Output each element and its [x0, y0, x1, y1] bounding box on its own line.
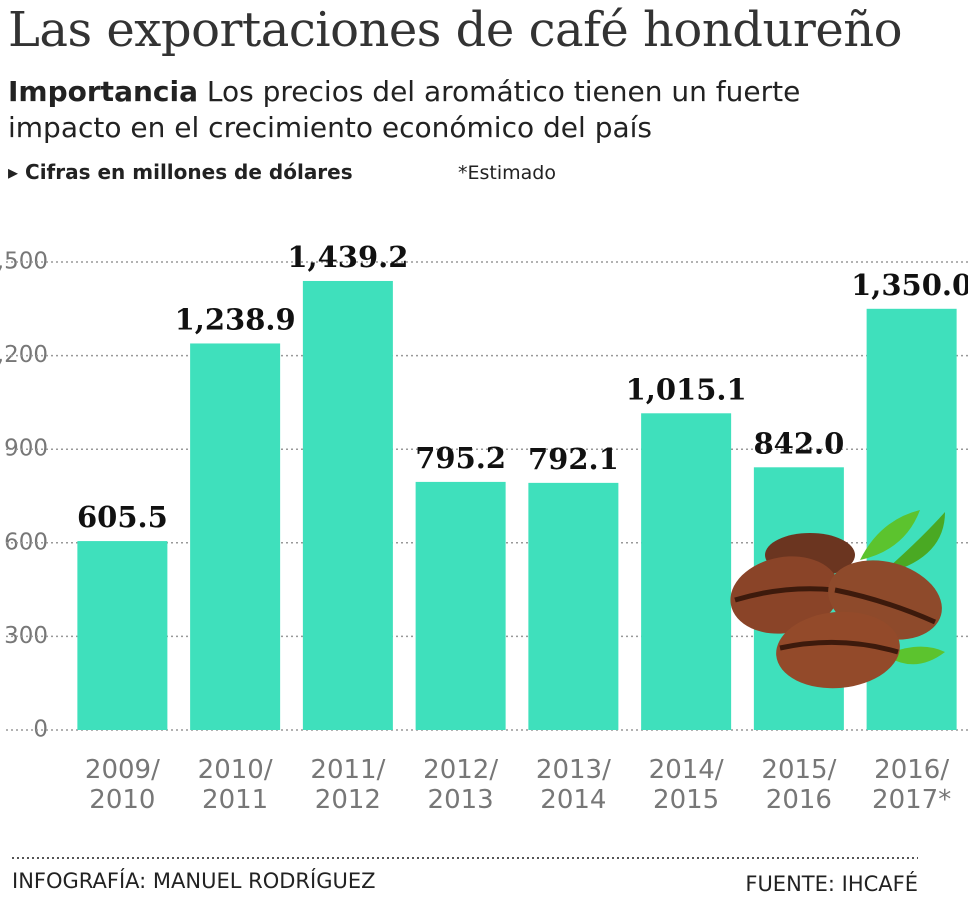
value-label: 1,015.1 — [626, 372, 747, 406]
x-tick-label: 2009/2010 — [85, 755, 160, 815]
bar — [641, 413, 732, 730]
x-tick-label: 2012/2013 — [423, 755, 498, 815]
x-tick-line: 2014 — [540, 785, 606, 815]
x-tick-line: 2012/ — [423, 755, 498, 785]
value-label: 1,439.2 — [287, 240, 408, 274]
x-tick-line: 2013/ — [536, 755, 611, 785]
value-label: 795.2 — [415, 441, 506, 475]
subtitle: Importancia Los precios del aromático ti… — [8, 74, 838, 146]
bar — [77, 541, 168, 730]
x-tick-line: 2009/ — [85, 755, 160, 785]
x-tick-label: 2014/2015 — [649, 755, 724, 815]
chart-title: Las exportaciones de café hondureño — [8, 2, 903, 58]
x-tick-line: 2012 — [315, 785, 381, 815]
unit-text: Cifras en millones de dólares — [25, 160, 353, 184]
estimate-note: *Estimado — [458, 162, 556, 184]
x-tick-line: 2010/ — [198, 755, 273, 785]
coffee-beans — [730, 510, 945, 689]
x-tick-label: 2015/2016 — [761, 755, 836, 815]
x-tick-line: 2016 — [766, 785, 832, 815]
subtitle-text: Los precios del aromático tienen un fuer… — [8, 75, 801, 144]
value-label: 842.0 — [753, 426, 844, 460]
x-tick-label: 2010/2011 — [198, 755, 273, 815]
value-label: 605.5 — [77, 500, 168, 534]
x-tick-line: 2015 — [653, 785, 719, 815]
value-label: 792.1 — [528, 442, 619, 476]
bar — [415, 481, 506, 730]
x-tick-line: 2017* — [872, 785, 951, 815]
x-tick-label: 2016/2017* — [872, 755, 951, 815]
credit: INFOGRAFÍA: MANUEL RODRÍGUEZ — [12, 868, 376, 893]
bar — [190, 343, 281, 730]
plot: 03006009001,2001,5002009/2010605.52010/2… — [0, 240, 968, 815]
value-label: 1,238.9 — [175, 302, 296, 336]
x-tick-line: 2014/ — [649, 755, 724, 785]
x-tick-line: 2016/ — [874, 755, 949, 785]
subtitle-lead: Importancia — [8, 75, 198, 108]
source: FUENTE: IHCAFÉ — [745, 871, 918, 896]
x-tick-label: 2013/2014 — [536, 755, 611, 815]
x-tick-line: 2011/ — [310, 755, 385, 785]
unit-note: ▸ Cifras en millones de dólares — [8, 160, 353, 184]
x-tick-line: 2015/ — [761, 755, 836, 785]
x-tick-label: 2011/2012 — [310, 755, 385, 815]
x-tick-line: 2011 — [202, 785, 268, 815]
x-tick-line: 2013 — [428, 785, 494, 815]
x-tick-line: 2010 — [89, 785, 155, 815]
y-tick-label: 0 — [33, 717, 48, 743]
bar — [302, 280, 393, 730]
bar — [528, 482, 619, 730]
value-label: 1,350.0 — [851, 268, 968, 302]
